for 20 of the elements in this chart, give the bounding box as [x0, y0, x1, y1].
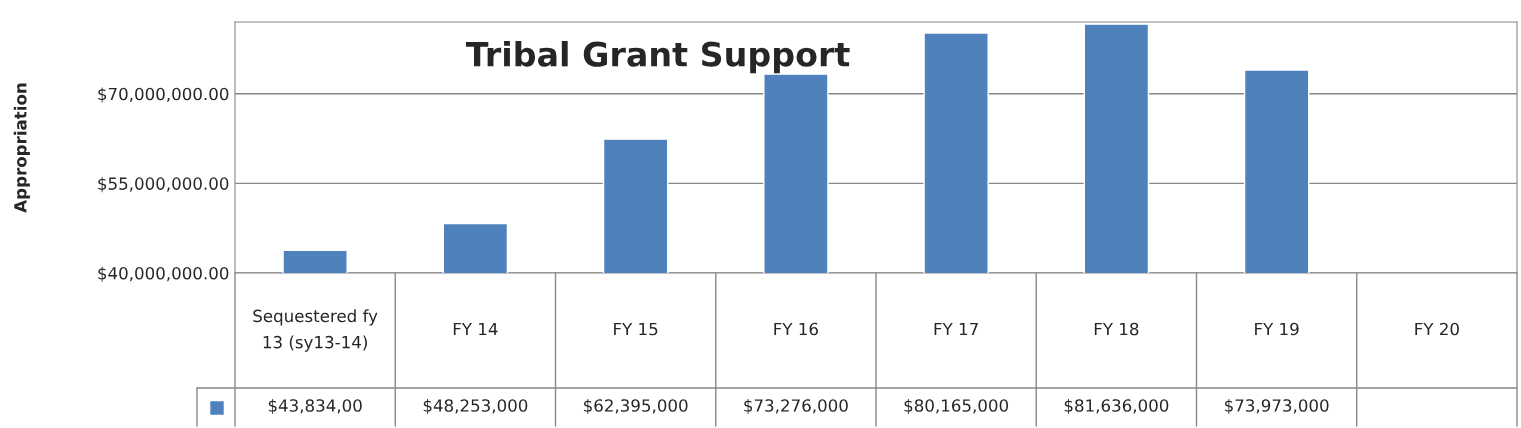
- data-label: $73,973,000: [1224, 398, 1329, 415]
- x-tick-label: FY 18: [1094, 322, 1139, 336]
- data-label: $80,165,000: [904, 398, 1009, 415]
- y-tick-label: $40,000,000.00: [98, 266, 229, 282]
- x-tick-label: FY 19: [1255, 322, 1299, 336]
- data-label: $43,834,00: [268, 398, 362, 415]
- data-label: $81,636,000: [1064, 398, 1169, 415]
- x-tick-label: FY 14: [453, 322, 498, 336]
- x-tick-label: FY 20: [1415, 322, 1459, 336]
- x-tick-label: FY 16: [774, 322, 818, 336]
- y-tick-label: $55,000,000.00: [98, 177, 229, 193]
- x-tick-label: FY 17: [934, 322, 978, 336]
- text: Tribal Grant Support: [465, 41, 850, 74]
- y-tick-label: $70,000,000.00: [98, 87, 229, 103]
- data-label: $62,395,000: [583, 398, 688, 415]
- y-axis-title: Appropriation: [13, 83, 30, 213]
- x-tick-label: Sequestered fy 13 (sy13-14): [253, 309, 378, 352]
- data-label: $48,253,000: [423, 398, 528, 415]
- data-label: $73,276,000: [744, 398, 848, 415]
- x-tick-label: FY 15: [614, 322, 658, 336]
